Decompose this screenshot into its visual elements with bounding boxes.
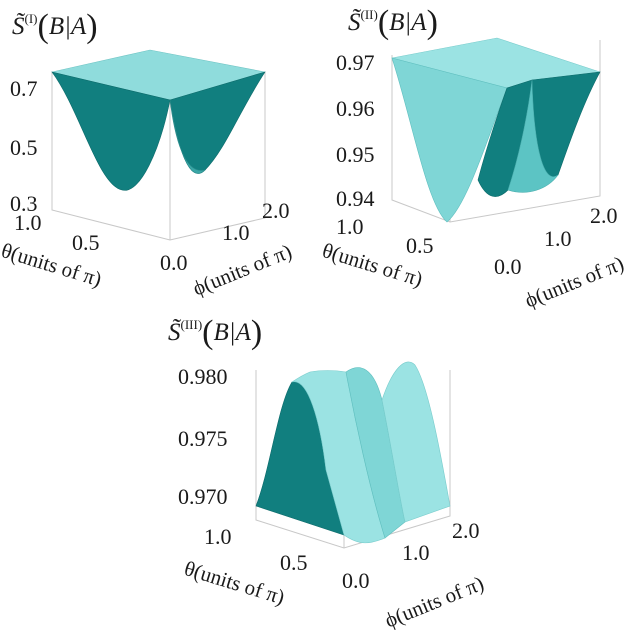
chart-2-title-arg: B|A xyxy=(389,9,427,36)
chart-1-phi-tick: 2.0 xyxy=(262,198,290,223)
chart-2-z-tick: 0.96 xyxy=(336,96,375,121)
chart-2-title-superscript: (II) xyxy=(360,7,378,22)
chart-2-z-tick: 0.94 xyxy=(336,186,375,211)
chart-2-surface-front xyxy=(391,57,508,223)
chart-panel-1: S̃(I)(B|A) 0.7 0.5 0.3 1.0 0.5 0.0 2.0 1… xyxy=(0,0,320,310)
chart-1-z-tick: 0.5 xyxy=(10,135,38,160)
chart-2-svg xyxy=(391,37,601,223)
chart-2-surface-trough-b xyxy=(531,71,601,177)
chart-2-title-symbol: S̃ xyxy=(348,9,361,36)
chart-2-z-tick: 0.97 xyxy=(336,50,375,75)
chart-2-surface-ridge xyxy=(507,79,559,193)
chart-1-svg xyxy=(51,49,266,241)
chart-3-phi-tick: 2.0 xyxy=(452,518,480,543)
chart-3-z-tick: 0.980 xyxy=(178,364,228,389)
chart-3-z-tick: 0.970 xyxy=(178,484,228,509)
chart-1-theta-tick: 0.5 xyxy=(72,230,100,255)
chart-panel-3: S̃(III)(B|A) 0.980 0.975 0.970 1.0 0.5 0… xyxy=(160,310,520,635)
chart-2-phi-tick: 2.0 xyxy=(590,203,618,228)
chart-3-phi-tick: 1.0 xyxy=(402,540,430,565)
chart-3-title: S̃(III)(B|A) xyxy=(168,314,263,351)
chart-1-surface-right-side xyxy=(169,99,206,174)
chart-3-z-tick: 0.975 xyxy=(178,426,228,451)
chart-1-z-tick: 0.3 xyxy=(10,191,38,216)
chart-1-surface-front-trough xyxy=(51,71,171,191)
chart-2-phi-tick: 1.0 xyxy=(544,226,572,251)
chart-2-theta-tick: 0.0 xyxy=(494,254,522,279)
chart-3-title-superscript: (III) xyxy=(180,317,203,332)
chart-1-theta-tick: 0.0 xyxy=(160,250,188,275)
chart-1-title: S̃(I)(B|A) xyxy=(12,8,98,45)
chart-1-theta-tick: 1.0 xyxy=(14,210,42,235)
chart-1-box-edges xyxy=(51,72,266,241)
chart-3-svg xyxy=(255,361,451,549)
chart-3-theta-tick: 0.5 xyxy=(280,550,308,575)
chart-1-title-symbol: S̃ xyxy=(12,13,25,40)
chart-panel-2: S̃(II)(B|A) 0.97 0.96 0.95 0.94 1.0 0.5 … xyxy=(320,0,644,313)
chart-3-surface-hump-c xyxy=(381,361,451,523)
chart-2-title: S̃(II)(B|A) xyxy=(348,4,438,41)
chart-1-phi-tick: 1.0 xyxy=(222,220,250,245)
chart-2-theta-tick: 1.0 xyxy=(336,214,364,239)
chart-2-theta-tick: 0.5 xyxy=(406,233,434,258)
chart-3-title-arg: B|A xyxy=(213,319,251,346)
chart-1-z-tick: 0.7 xyxy=(10,76,38,101)
chart-2-z-tick: 0.95 xyxy=(336,142,375,167)
chart-1-title-arg: B|A xyxy=(48,13,87,40)
chart-3-title-symbol: S̃ xyxy=(168,319,181,346)
chart-1-title-superscript: (I) xyxy=(24,11,38,26)
chart-3-theta-tick: 0.0 xyxy=(342,568,370,593)
chart-3-theta-tick: 1.0 xyxy=(204,524,232,549)
